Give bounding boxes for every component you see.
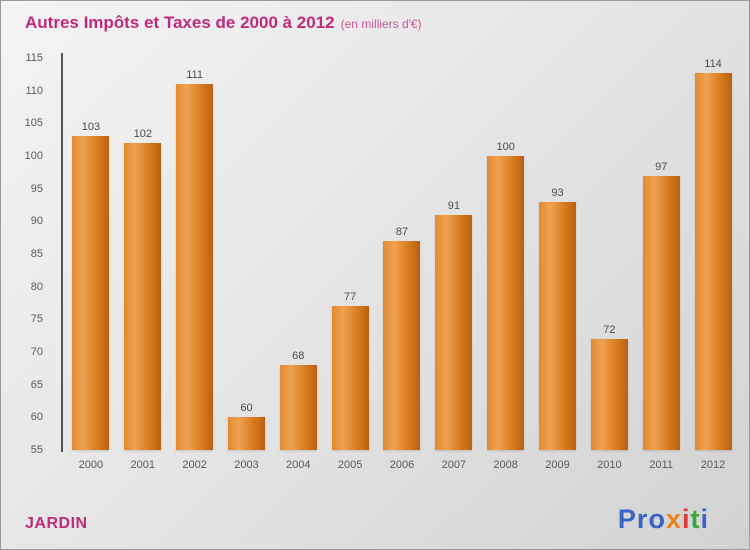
bar	[124, 142, 162, 450]
bar	[435, 214, 473, 450]
chart-footer: JARDIN Proxiti	[25, 506, 709, 533]
bar-group-2007: 91 2007	[428, 58, 480, 471]
y-tick-label: 100	[24, 150, 43, 162]
plot-area: 103 2000 102 2001 111 2002 60 2003 68 2004 77 2005 8…	[65, 58, 739, 471]
bar	[694, 73, 732, 450]
bar-group-2000: 103 2000	[65, 58, 117, 471]
bar	[72, 136, 110, 450]
y-tick-label: 110	[25, 84, 43, 97]
bar	[590, 338, 628, 450]
bar-value-label: 93	[551, 186, 564, 199]
x-tick-label: 2010	[597, 459, 622, 471]
company-name: JARDIN	[25, 515, 88, 532]
bar-group-2004: 68 2004	[272, 58, 324, 471]
bar-value-label: 102	[133, 127, 152, 140]
x-tick-label: 2003	[234, 459, 259, 471]
bar	[279, 365, 317, 450]
bar-value-label: 87	[395, 225, 409, 238]
y-tick-label: 75	[30, 313, 43, 326]
bar	[642, 175, 680, 450]
logo-letter: i	[681, 504, 691, 534]
logo-letter: x	[665, 504, 682, 534]
y-tick-label: 115	[25, 52, 43, 64]
bar-value-label: 68	[292, 350, 305, 363]
x-tick-label: 2004	[286, 459, 311, 471]
bar	[487, 156, 525, 450]
bar-value-label: 91	[447, 199, 460, 212]
bar-group-2011: 97 2011	[635, 58, 687, 471]
bar-group-2010: 72 2010	[583, 58, 635, 471]
bar	[331, 306, 369, 450]
x-tick-label: 2011	[649, 459, 674, 471]
x-tick-label: 2012	[700, 459, 726, 471]
y-tick-label: 60	[30, 411, 43, 424]
x-tick-label: 2008	[493, 459, 518, 471]
x-tick-label: 2002	[182, 459, 207, 471]
y-tick-label: 105	[24, 117, 43, 130]
bar-value-label: 103	[81, 121, 101, 134]
logo-letter: t	[690, 504, 701, 534]
chart-subtitle: (en milliers d'€)	[340, 17, 422, 31]
chart-header: Autres Impôts et Taxes de 2000 à 2012 (en…	[25, 13, 422, 33]
y-tick-label: 85	[30, 248, 43, 260]
bar-group-2009: 93 2009	[532, 58, 584, 471]
bar-group-2006: 87 2006	[376, 58, 428, 471]
y-tick-label: 55	[30, 444, 43, 456]
bar-value-label: 72	[603, 323, 616, 336]
bar	[539, 201, 577, 450]
bar-value-label: 114	[704, 58, 722, 70]
logo-letter: i	[700, 504, 709, 534]
x-tick-label: 2007	[441, 459, 467, 471]
y-tick-label: 65	[30, 378, 43, 391]
logo-letter: o	[648, 504, 666, 534]
y-tick-label: 80	[30, 280, 43, 293]
bar-value-label: 100	[496, 141, 515, 153]
bar-group-2001: 102 2001	[117, 58, 169, 471]
x-tick-label: 2001	[130, 459, 155, 471]
bar-group-2003: 60 2003	[221, 58, 273, 471]
bar-value-label: 111	[186, 69, 203, 82]
bar-value-label: 97	[655, 160, 668, 173]
bar-group-2005: 77 2005	[324, 58, 376, 471]
chart-title: Autres Impôts et Taxes de 2000 à 2012	[25, 13, 335, 32]
y-axis-tick-labels: 115 110 105 100 95 90 85 80 75 70 65 60 55	[1, 52, 53, 456]
x-tick-label: 2009	[545, 459, 570, 471]
bar-group-2012: 114 2012	[687, 58, 739, 471]
y-axis-line	[61, 53, 63, 452]
logo-letter: r	[636, 504, 649, 534]
y-tick-label: 95	[30, 182, 43, 195]
bar-value-label: 77	[344, 291, 357, 304]
bar-value-label: 60	[240, 402, 253, 415]
bar-group-2002: 111 2002	[169, 58, 221, 471]
logo-letter: P	[617, 504, 637, 534]
bar-group-2008: 100 2008	[480, 58, 532, 471]
bar	[176, 84, 214, 450]
y-tick-label: 70	[30, 346, 43, 358]
x-tick-label: 2000	[78, 459, 104, 471]
proxiti-logo: Proxiti	[618, 506, 709, 533]
y-tick-label: 90	[30, 215, 43, 228]
bar	[383, 240, 421, 450]
x-tick-label: 2006	[389, 459, 415, 471]
x-tick-label: 2005	[337, 459, 363, 471]
bar	[227, 417, 265, 450]
